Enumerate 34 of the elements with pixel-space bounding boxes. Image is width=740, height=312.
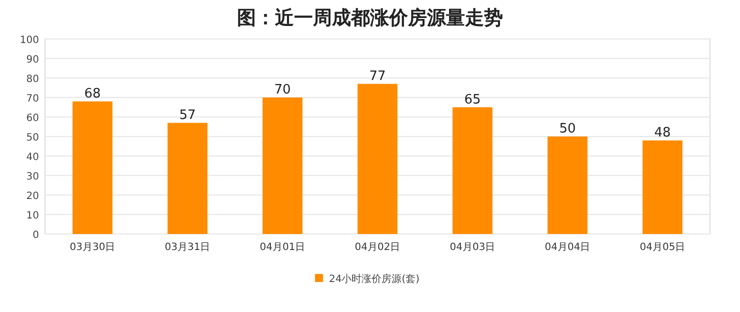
bar xyxy=(168,122,208,234)
data-label: 68 xyxy=(84,86,101,102)
data-label: 77 xyxy=(369,68,386,84)
y-tick-label: 60 xyxy=(26,113,39,124)
data-label: 65 xyxy=(464,92,481,108)
chart-title: 图：近一周成都涨价房源量走势 xyxy=(237,7,503,29)
bar xyxy=(548,136,588,234)
legend-label: 24小时涨价房源(套) xyxy=(329,273,420,285)
y-tick-label: 90 xyxy=(26,54,39,66)
x-tick-label: 03月30日 xyxy=(70,242,116,253)
data-label: 48 xyxy=(654,125,671,140)
x-tick-label: 04月01日 xyxy=(260,242,306,253)
data-label: 57 xyxy=(179,108,196,123)
y-tick-label: 100 xyxy=(20,35,39,46)
x-tick-label: 04月04日 xyxy=(544,242,590,253)
y-tick-label: 40 xyxy=(26,152,39,163)
y-tick-label: 0 xyxy=(32,230,39,241)
y-tick-label: 70 xyxy=(26,94,39,104)
y-tick-label: 80 xyxy=(26,74,39,85)
y-tick-label: 20 xyxy=(26,191,39,202)
x-tick-label: 03月31日 xyxy=(164,242,210,253)
data-label: 50 xyxy=(559,122,576,136)
bar xyxy=(262,98,302,234)
bar xyxy=(452,107,492,234)
bar xyxy=(72,101,112,234)
x-tick-label: 04月03日 xyxy=(450,242,496,253)
y-tick-label: 10 xyxy=(26,210,39,222)
bar xyxy=(642,140,682,234)
data-label: 70 xyxy=(274,82,291,98)
y-tick-label: 50 xyxy=(26,132,39,144)
x-tick-label: 04月02日 xyxy=(354,242,400,253)
bar xyxy=(358,84,398,234)
x-tick-label: 04月05日 xyxy=(640,242,686,253)
y-tick-label: 30 xyxy=(26,172,39,182)
